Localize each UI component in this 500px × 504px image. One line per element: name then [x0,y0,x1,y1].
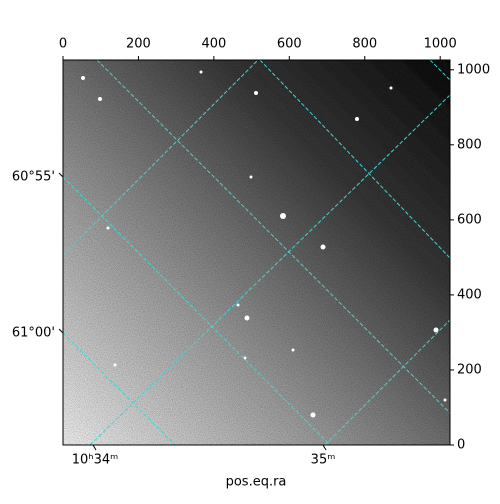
dec-tick-label: 61°00' [12,326,55,341]
y-tick-label: 0 [457,438,465,453]
y-tick-label: 200 [457,362,482,377]
y-tick-label: 1000 [457,62,490,77]
y-tick-label: 800 [457,137,482,152]
x-tick-label: 400 [201,37,226,52]
wcs-ticks [58,172,327,451]
sky-image [63,60,450,445]
ra-tick-label: 10ʰ34ᵐ [72,453,118,468]
x-axis-label: pos.eq.ra [226,475,287,490]
x-tick-label: 800 [352,37,377,52]
wcs-grid [63,60,450,445]
x-tick-label: 1000 [424,37,457,52]
x-tick-label: 0 [59,37,67,52]
axes-frame [62,59,451,446]
ra-tick-label: 35ᵐ [311,453,336,468]
x-tick-label: 200 [126,37,151,52]
x-tick-label: 600 [277,37,302,52]
y-tick-label: 400 [457,287,482,302]
stars [81,70,447,418]
dec-tick-label: 60°55' [12,170,55,185]
y-tick-label: 600 [457,212,482,227]
